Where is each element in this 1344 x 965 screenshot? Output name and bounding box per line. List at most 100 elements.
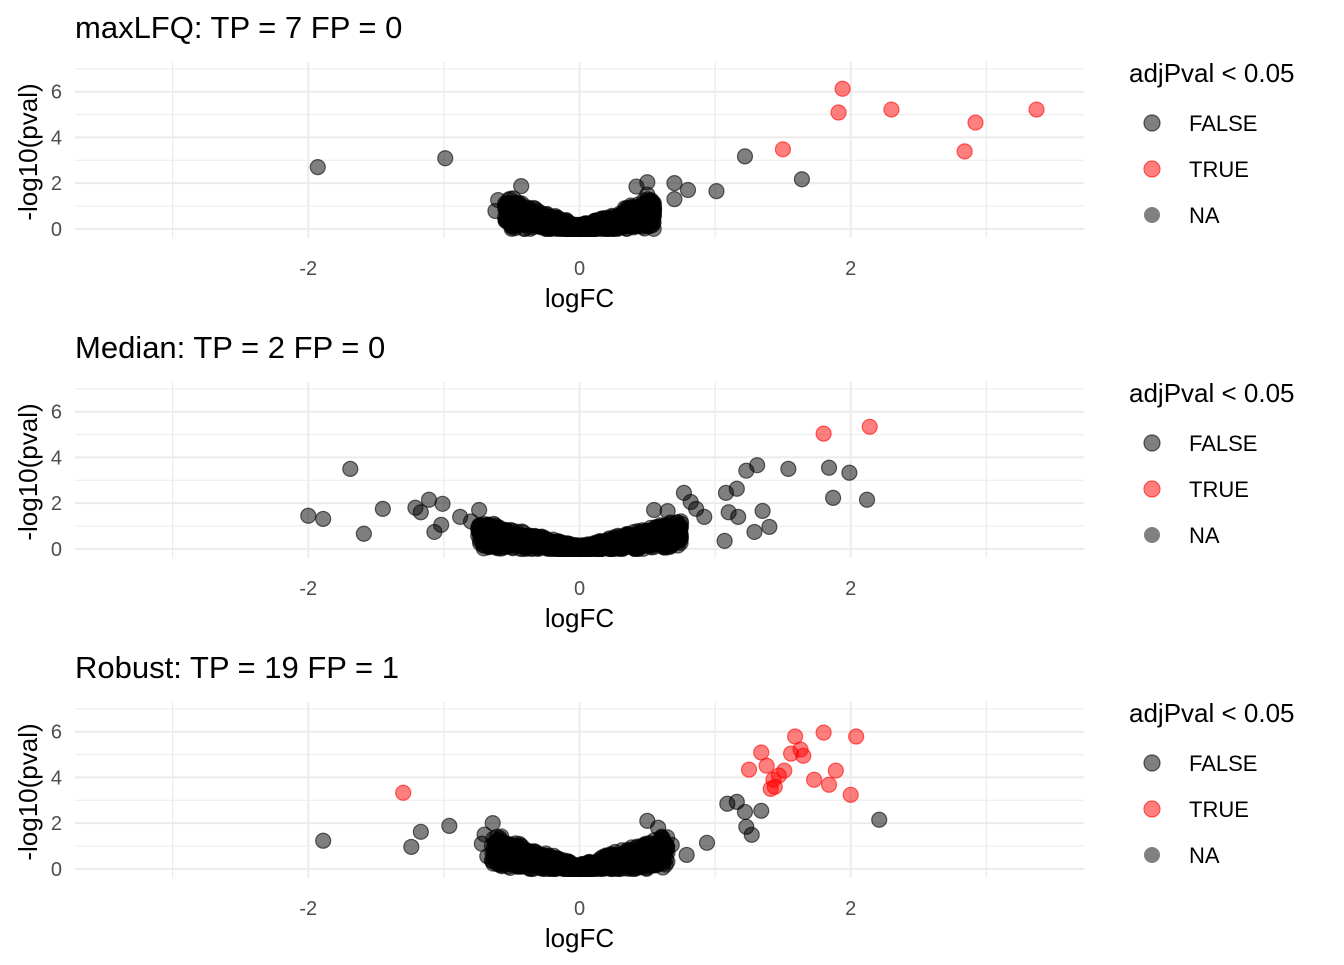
data-point-significant <box>792 741 809 758</box>
data-point <box>659 503 676 520</box>
data-point <box>628 178 645 195</box>
y-axis-label: -log10(pval) <box>13 403 43 540</box>
x-tick-label: 2 <box>845 898 856 920</box>
legend-key-true <box>1143 160 1161 178</box>
x-tick-label: 2 <box>845 578 856 600</box>
y-axis-label: -log10(pval) <box>13 723 43 860</box>
data-point <box>300 507 317 524</box>
data-point <box>858 491 876 508</box>
data-point <box>315 510 332 528</box>
data-point-significant <box>861 418 878 435</box>
data-point-significant <box>758 757 775 774</box>
data-point <box>696 508 713 525</box>
data-point <box>315 832 332 849</box>
panel-2: Median: TP = 2 FP = 0 -2 0 2 0 2 4 6 logFC -log10… <box>13 330 1295 633</box>
legend-title: adjPval < 0.05 <box>1129 698 1295 728</box>
y-tick-label: 0 <box>51 859 62 881</box>
data-point <box>471 501 488 519</box>
grid <box>75 62 1084 238</box>
x-tick-label: 2 <box>845 258 856 280</box>
data-point <box>743 826 760 843</box>
panel-3: Robust: TP = 19 FP = 1 -2 0 2 0 2 4 6 logFC -log1… <box>13 650 1295 953</box>
data-point <box>645 501 663 519</box>
legend-title: adjPval < 0.05 <box>1129 58 1295 88</box>
data-point <box>663 836 680 853</box>
data-point <box>639 186 656 203</box>
data-point <box>669 514 686 531</box>
panel-title: maxLFQ: TP = 7 FP = 0 <box>75 10 402 45</box>
legend-key-na <box>1144 847 1160 863</box>
panel-title: Median: TP = 2 FP = 0 <box>75 330 385 365</box>
data-point <box>679 181 697 199</box>
data-point <box>374 500 391 517</box>
grid <box>75 382 1084 558</box>
y-tick-label: 0 <box>51 539 62 561</box>
data-point <box>509 194 526 211</box>
data-point <box>403 838 420 856</box>
x-tick-label: -2 <box>299 258 317 280</box>
data-point <box>720 504 737 521</box>
x-tick-label: 0 <box>574 258 585 280</box>
data-point-significant <box>848 728 865 745</box>
legend-label: NA <box>1189 843 1220 868</box>
data-point <box>728 480 745 497</box>
data-point <box>841 464 858 481</box>
legend-title: adjPval < 0.05 <box>1129 378 1295 408</box>
grid <box>75 702 1084 878</box>
data-point <box>557 215 574 233</box>
x-axis-label: logFC <box>545 283 614 313</box>
x-axis-label: logFC <box>545 923 614 953</box>
legend: adjPval < 0.05 FALSE TRUE NA <box>1129 58 1295 228</box>
data-point <box>716 532 733 549</box>
data-point <box>497 854 515 872</box>
data-point <box>462 513 480 530</box>
data-point <box>624 528 642 546</box>
legend-label: FALSE <box>1189 751 1257 776</box>
data-point <box>437 150 454 167</box>
y-axis-label: -log10(pval) <box>13 83 43 220</box>
data-point <box>420 491 438 508</box>
data-point <box>618 216 636 233</box>
data-point-significant <box>1028 101 1045 118</box>
data-point <box>532 850 549 867</box>
data-point <box>585 859 602 876</box>
data-point-significant <box>842 786 859 803</box>
legend-label: TRUE <box>1189 477 1249 502</box>
data-point-significant <box>815 724 832 741</box>
data-point <box>606 539 623 556</box>
data-point-significant <box>830 104 847 121</box>
data-point <box>761 518 778 536</box>
y-tick-label: 4 <box>51 767 62 789</box>
x-tick-label: 0 <box>574 578 585 600</box>
legend-label: TRUE <box>1189 157 1249 182</box>
data-point <box>749 457 766 474</box>
data-point-significant <box>806 771 823 788</box>
panel-title: Robust: TP = 19 FP = 1 <box>75 650 399 685</box>
legend-label: NA <box>1189 203 1220 228</box>
y-tick-label: 2 <box>51 173 62 195</box>
y-tick-label: 4 <box>51 447 62 469</box>
data-point <box>513 178 530 195</box>
points <box>309 80 1045 237</box>
y-tick-label: 2 <box>51 813 62 835</box>
data-point <box>412 823 429 840</box>
data-point <box>525 536 542 553</box>
y-tick-label: 4 <box>51 127 62 149</box>
x-tick-label: -2 <box>299 898 317 920</box>
data-point-significant <box>827 762 844 779</box>
legend-label: TRUE <box>1189 797 1249 822</box>
x-tick-label: -2 <box>299 578 317 600</box>
legend-label: FALSE <box>1189 431 1257 456</box>
legend: adjPval < 0.05 FALSE TRUE NA <box>1129 698 1295 868</box>
data-point <box>563 540 580 557</box>
data-point <box>499 204 516 221</box>
data-point <box>825 489 842 506</box>
data-point-significant <box>883 101 900 118</box>
legend-label: NA <box>1189 523 1220 548</box>
data-point-significant <box>395 784 412 801</box>
y-tick-label: 0 <box>51 219 62 241</box>
data-point <box>698 834 716 851</box>
data-point <box>678 846 695 864</box>
data-point-significant <box>820 776 838 793</box>
